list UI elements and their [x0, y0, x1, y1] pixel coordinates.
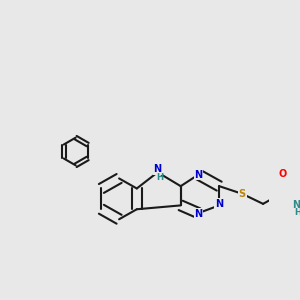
Text: N: N [154, 164, 162, 174]
Text: N: N [194, 209, 202, 219]
Text: H: H [294, 208, 300, 217]
Text: N: N [215, 199, 223, 209]
Text: O: O [279, 169, 287, 179]
Text: N: N [194, 169, 202, 180]
Text: N: N [292, 200, 300, 210]
Text: S: S [239, 189, 246, 199]
Text: H: H [156, 173, 163, 182]
